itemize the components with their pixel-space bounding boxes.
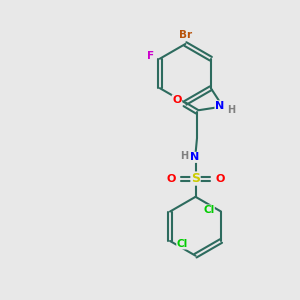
Text: F: F (147, 51, 154, 61)
Text: O: O (166, 174, 176, 184)
Text: Cl: Cl (177, 239, 188, 249)
Text: N: N (190, 152, 200, 162)
Text: H: H (227, 105, 236, 115)
Text: H: H (180, 151, 188, 161)
Text: O: O (172, 95, 182, 105)
Text: Br: Br (179, 30, 192, 40)
Text: N: N (215, 101, 224, 111)
Text: O: O (216, 174, 225, 184)
Text: S: S (191, 172, 200, 185)
Text: Cl: Cl (203, 205, 214, 215)
